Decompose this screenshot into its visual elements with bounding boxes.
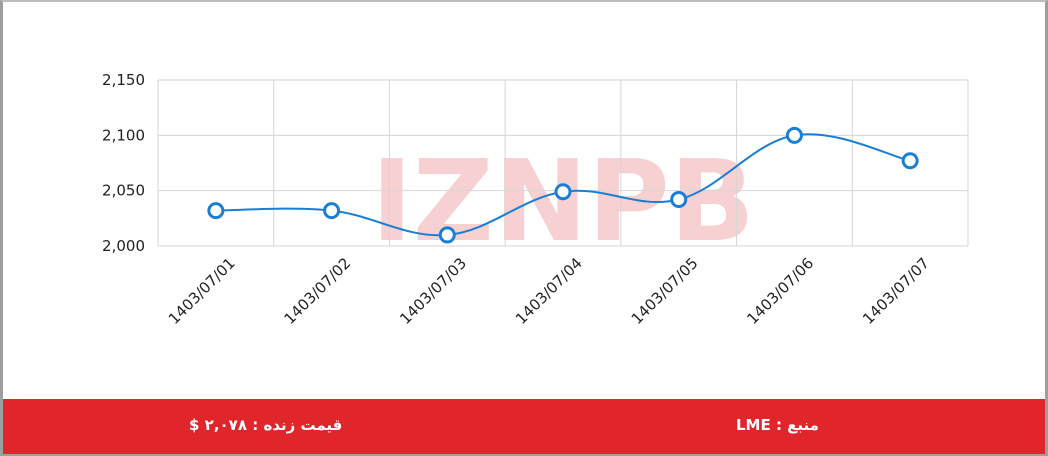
chart-grid	[157, 79, 969, 247]
data-point[interactable]	[901, 152, 919, 170]
price-series	[207, 126, 919, 244]
x-tick-label: 1403/07/01	[165, 254, 239, 328]
y-axis: 2,000 2,050 2,100 2,150	[102, 71, 145, 255]
watermark-logo: IZNPB	[371, 137, 755, 267]
data-point[interactable]	[207, 202, 225, 220]
data-point[interactable]	[438, 226, 456, 244]
y-tick-label: 2,000	[102, 237, 145, 255]
data-point[interactable]	[554, 183, 572, 201]
data-point[interactable]	[670, 191, 688, 209]
y-tick-label: 2,050	[102, 182, 145, 200]
x-tick-label: 1403/07/07	[859, 254, 933, 328]
data-point[interactable]	[323, 202, 341, 220]
x-tick-label: 1403/07/02	[281, 254, 355, 328]
live-price-label: قیمت زنده : ۲,۰۷۸ $	[189, 416, 343, 434]
y-tick-label: 2,100	[102, 126, 145, 144]
y-tick-label: 2,150	[102, 71, 145, 89]
footer-bar: قیمت زنده : ۲,۰۷۸ $ منبع : LME	[3, 399, 1045, 454]
data-point[interactable]	[785, 126, 803, 144]
watermark-text: IZNPB	[371, 137, 755, 267]
source-label: منبع : LME	[736, 416, 819, 434]
